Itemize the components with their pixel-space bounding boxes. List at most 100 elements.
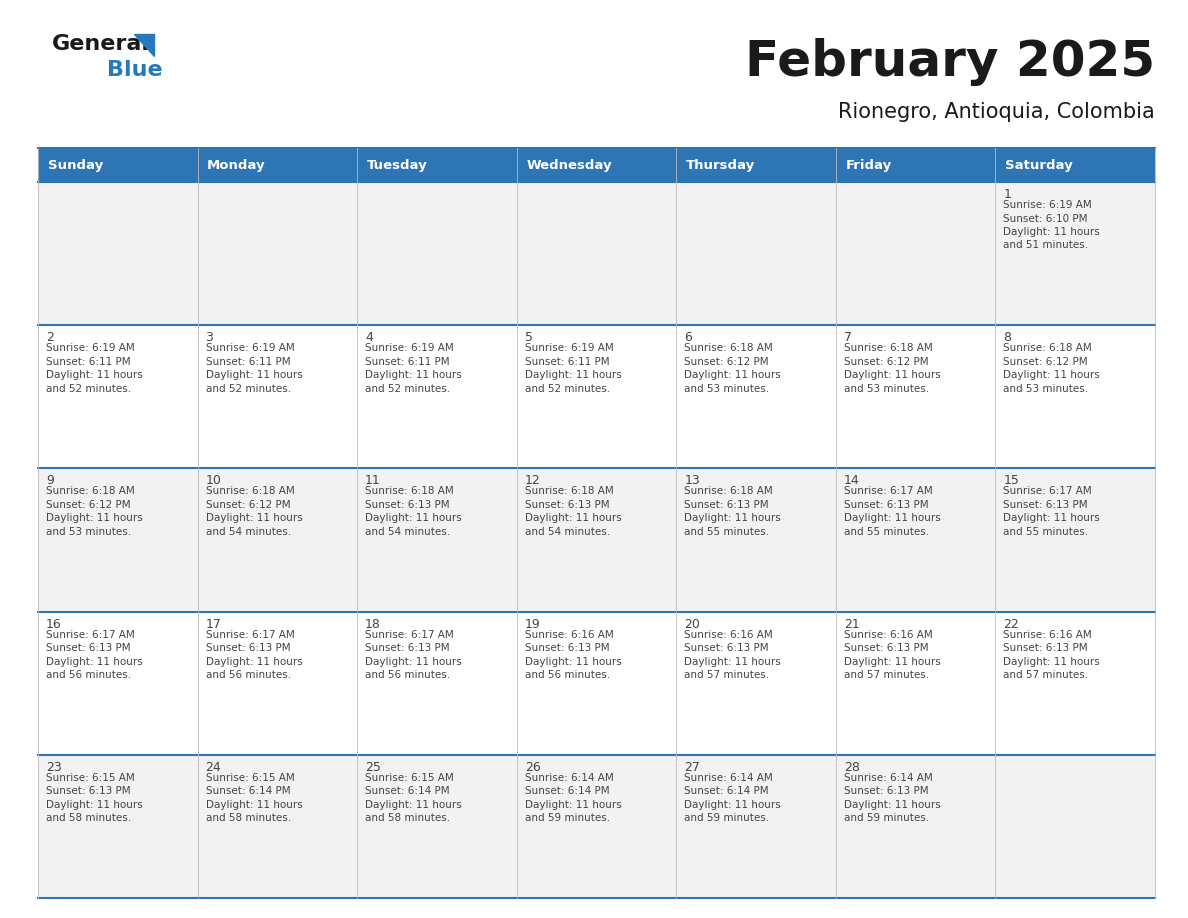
Text: and 58 minutes.: and 58 minutes. [206,813,291,823]
Text: Sunrise: 6:15 AM: Sunrise: 6:15 AM [46,773,134,783]
Text: and 58 minutes.: and 58 minutes. [46,813,131,823]
Text: 17: 17 [206,618,221,631]
Text: 28: 28 [843,761,860,774]
Text: Daylight: 11 hours: Daylight: 11 hours [1004,656,1100,666]
Text: and 56 minutes.: and 56 minutes. [365,670,450,680]
Text: Sunset: 6:12 PM: Sunset: 6:12 PM [46,500,131,509]
Bar [517,755,676,898]
Text: Sunset: 6:13 PM: Sunset: 6:13 PM [365,644,450,653]
Text: Sunset: 6:11 PM: Sunset: 6:11 PM [46,357,131,366]
Text: Daylight: 11 hours: Daylight: 11 hours [365,800,462,810]
Text: and 54 minutes.: and 54 minutes. [206,527,291,537]
Text: 27: 27 [684,761,700,774]
Text: Sunset: 6:12 PM: Sunset: 6:12 PM [843,357,929,366]
Text: 12: 12 [525,475,541,487]
Text: 16: 16 [46,618,62,631]
Text: Blue: Blue [107,60,163,80]
Bar [197,325,358,468]
Text: Sunset: 6:13 PM: Sunset: 6:13 PM [684,644,769,653]
Bar [517,468,676,611]
Bar [676,611,836,755]
Bar [996,182,1155,325]
Text: and 59 minutes.: and 59 minutes. [843,813,929,823]
Text: and 53 minutes.: and 53 minutes. [684,384,770,394]
Text: Sunrise: 6:17 AM: Sunrise: 6:17 AM [46,630,134,640]
Text: 2: 2 [46,331,53,344]
Text: and 54 minutes.: and 54 minutes. [525,527,609,537]
Text: Daylight: 11 hours: Daylight: 11 hours [684,513,781,523]
Bar [836,182,996,325]
Text: 19: 19 [525,618,541,631]
Text: and 57 minutes.: and 57 minutes. [843,670,929,680]
Bar [996,468,1155,611]
Text: Sunset: 6:11 PM: Sunset: 6:11 PM [206,357,290,366]
Text: Sunset: 6:10 PM: Sunset: 6:10 PM [1004,214,1088,223]
Text: Daylight: 11 hours: Daylight: 11 hours [365,370,462,380]
Text: 25: 25 [365,761,381,774]
Bar [38,325,197,468]
Bar [676,182,836,325]
Text: 6: 6 [684,331,693,344]
Bar [197,148,358,182]
Text: and 57 minutes.: and 57 minutes. [684,670,770,680]
Text: Monday: Monday [207,159,266,172]
Text: Sunrise: 6:17 AM: Sunrise: 6:17 AM [206,630,295,640]
Text: Sunrise: 6:17 AM: Sunrise: 6:17 AM [843,487,933,497]
Bar [996,325,1155,468]
Text: Sunrise: 6:18 AM: Sunrise: 6:18 AM [684,487,773,497]
Bar [676,148,836,182]
Text: 14: 14 [843,475,860,487]
Text: Friday: Friday [846,159,892,172]
Text: Sunset: 6:11 PM: Sunset: 6:11 PM [525,357,609,366]
Text: 10: 10 [206,475,221,487]
Text: Sunrise: 6:18 AM: Sunrise: 6:18 AM [206,487,295,497]
Text: Daylight: 11 hours: Daylight: 11 hours [525,656,621,666]
Text: 11: 11 [365,475,381,487]
Bar [836,325,996,468]
Text: Sunset: 6:14 PM: Sunset: 6:14 PM [365,787,450,796]
Text: Sunset: 6:13 PM: Sunset: 6:13 PM [46,787,131,796]
Text: Sunset: 6:13 PM: Sunset: 6:13 PM [843,644,929,653]
Bar [517,325,676,468]
Text: Sunrise: 6:18 AM: Sunrise: 6:18 AM [684,343,773,353]
Text: Sunset: 6:13 PM: Sunset: 6:13 PM [684,500,769,509]
Text: Daylight: 11 hours: Daylight: 11 hours [46,370,143,380]
Text: Daylight: 11 hours: Daylight: 11 hours [365,513,462,523]
Text: and 56 minutes.: and 56 minutes. [46,670,131,680]
Text: Sunrise: 6:14 AM: Sunrise: 6:14 AM [843,773,933,783]
Text: Sunrise: 6:18 AM: Sunrise: 6:18 AM [1004,343,1092,353]
Text: 8: 8 [1004,331,1011,344]
Text: Daylight: 11 hours: Daylight: 11 hours [684,370,781,380]
Text: 20: 20 [684,618,700,631]
Text: Sunset: 6:13 PM: Sunset: 6:13 PM [1004,500,1088,509]
Text: Sunrise: 6:18 AM: Sunrise: 6:18 AM [843,343,933,353]
Text: Sunrise: 6:15 AM: Sunrise: 6:15 AM [365,773,454,783]
Text: 5: 5 [525,331,532,344]
Text: Sunrise: 6:19 AM: Sunrise: 6:19 AM [525,343,613,353]
Text: Sunset: 6:12 PM: Sunset: 6:12 PM [206,500,290,509]
Bar [517,611,676,755]
Text: Daylight: 11 hours: Daylight: 11 hours [1004,370,1100,380]
Text: and 56 minutes.: and 56 minutes. [206,670,291,680]
Text: 18: 18 [365,618,381,631]
Text: Daylight: 11 hours: Daylight: 11 hours [46,800,143,810]
Text: Tuesday: Tuesday [367,159,428,172]
Text: Sunrise: 6:19 AM: Sunrise: 6:19 AM [206,343,295,353]
Bar [676,755,836,898]
Text: February 2025: February 2025 [745,38,1155,86]
Text: Sunrise: 6:16 AM: Sunrise: 6:16 AM [1004,630,1092,640]
Text: 7: 7 [843,331,852,344]
Bar [517,148,676,182]
Bar [38,611,197,755]
Text: Daylight: 11 hours: Daylight: 11 hours [365,656,462,666]
Text: 3: 3 [206,331,214,344]
Text: Rionegro, Antioquia, Colombia: Rionegro, Antioquia, Colombia [839,102,1155,122]
Text: Daylight: 11 hours: Daylight: 11 hours [46,513,143,523]
Text: and 59 minutes.: and 59 minutes. [684,813,770,823]
Text: Wednesday: Wednesday [526,159,612,172]
Text: Sunrise: 6:19 AM: Sunrise: 6:19 AM [1004,200,1092,210]
Text: Daylight: 11 hours: Daylight: 11 hours [525,513,621,523]
Text: Daylight: 11 hours: Daylight: 11 hours [46,656,143,666]
Text: 13: 13 [684,475,700,487]
Text: Sunset: 6:11 PM: Sunset: 6:11 PM [365,357,450,366]
